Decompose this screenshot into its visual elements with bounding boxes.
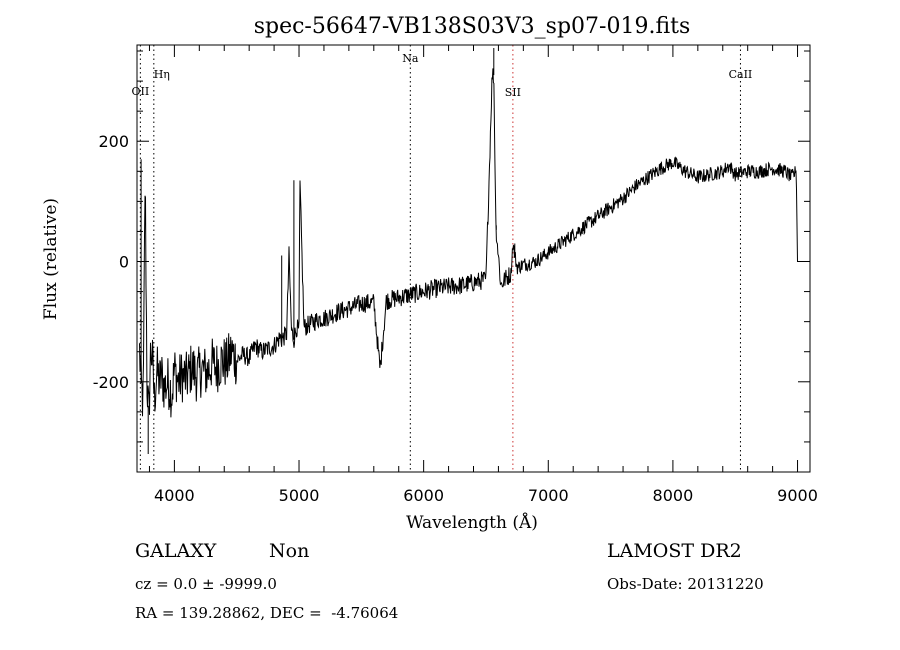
object-class: GALAXY (135, 540, 217, 562)
spectral-line-label: Hη (154, 68, 170, 81)
plot-frame (136, 44, 811, 473)
x-axis-label: Wavelength (Å) (406, 512, 538, 533)
object-subclass: Non (269, 540, 310, 562)
tick-labels: 4000 5000 6000 7000 8000 9000 -200 0 200 (93, 132, 818, 505)
spectrum-series-line (139, 48, 799, 454)
survey-name: LAMOST DR2 (607, 540, 742, 562)
spectral-line-label: SII (505, 86, 521, 99)
x-tick-label: 9000 (777, 486, 818, 505)
axis-ticks (137, 45, 810, 473)
spectral-line-label: CaII (729, 68, 753, 81)
y-tick-label: 0 (119, 253, 129, 272)
x-tick-label: 4000 (154, 486, 195, 505)
x-tick-label: 7000 (528, 486, 569, 505)
y-axis-label: Flux (relative) (41, 198, 61, 320)
spectral-line-label: Na (402, 52, 419, 65)
ra-dec-coordinates: RA = 139.28862, DEC = -4.76064 (135, 604, 399, 622)
spectral-line-markers: OII Hη Na SII CaII (132, 45, 753, 472)
spectral-line-label: OII (132, 85, 150, 98)
y-tick-label: 200 (98, 132, 129, 151)
chart-title: spec-56647-VB138S03V3_sp07-019.fits (254, 14, 691, 39)
y-tick-label: -200 (93, 373, 129, 392)
x-tick-label: 5000 (279, 486, 320, 505)
x-tick-label: 6000 (403, 486, 444, 505)
redshift-velocity: cz = 0.0 ± -9999.0 (135, 575, 277, 593)
x-tick-label: 8000 (653, 486, 694, 505)
observation-date: Obs-Date: 20131220 (607, 575, 764, 593)
